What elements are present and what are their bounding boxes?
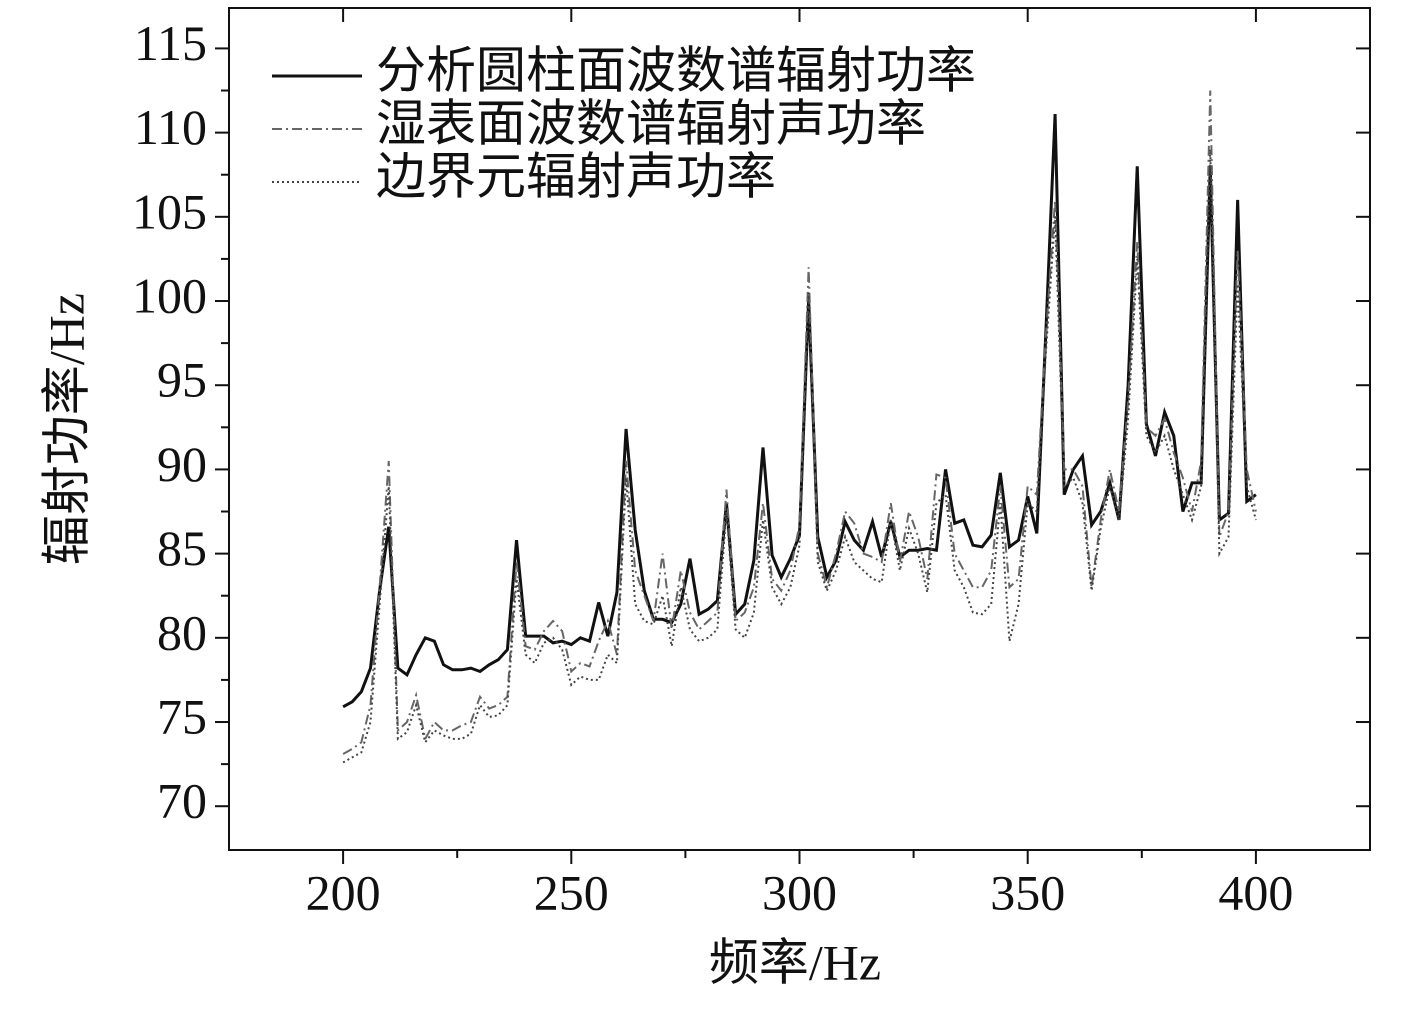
legend-label: 湿表面波数谱辐射声功率 bbox=[376, 95, 926, 151]
x-tick-label: 300 bbox=[762, 864, 837, 920]
x-tick-label: 200 bbox=[306, 864, 381, 920]
y-tick-label: 100 bbox=[132, 267, 207, 323]
y-tick-label: 95 bbox=[157, 352, 207, 408]
x-tick-label: 250 bbox=[534, 864, 609, 920]
y-tick-label: 70 bbox=[157, 773, 207, 829]
y-tick-label: 105 bbox=[132, 183, 207, 239]
data-line bbox=[342, 149, 1257, 764]
y-tick-label: 90 bbox=[157, 436, 207, 492]
y-axis-label: 辐射功率/Hz bbox=[38, 293, 94, 565]
x-tick-label: 350 bbox=[990, 864, 1065, 920]
x-tick-label: 400 bbox=[1218, 864, 1293, 920]
data-line bbox=[342, 90, 1257, 755]
y-tick-label: 110 bbox=[134, 99, 207, 155]
legend-label: 边界元辐射声功率 bbox=[376, 148, 776, 204]
legend-label: 分析圆柱面波数谱辐射功率 bbox=[376, 42, 976, 98]
y-tick-label: 85 bbox=[157, 520, 207, 576]
x-axis-label: 频率/Hz bbox=[709, 934, 881, 990]
y-tick-label: 115 bbox=[134, 15, 207, 71]
y-tick-label: 75 bbox=[157, 688, 207, 744]
y-tick-label: 80 bbox=[157, 604, 207, 660]
